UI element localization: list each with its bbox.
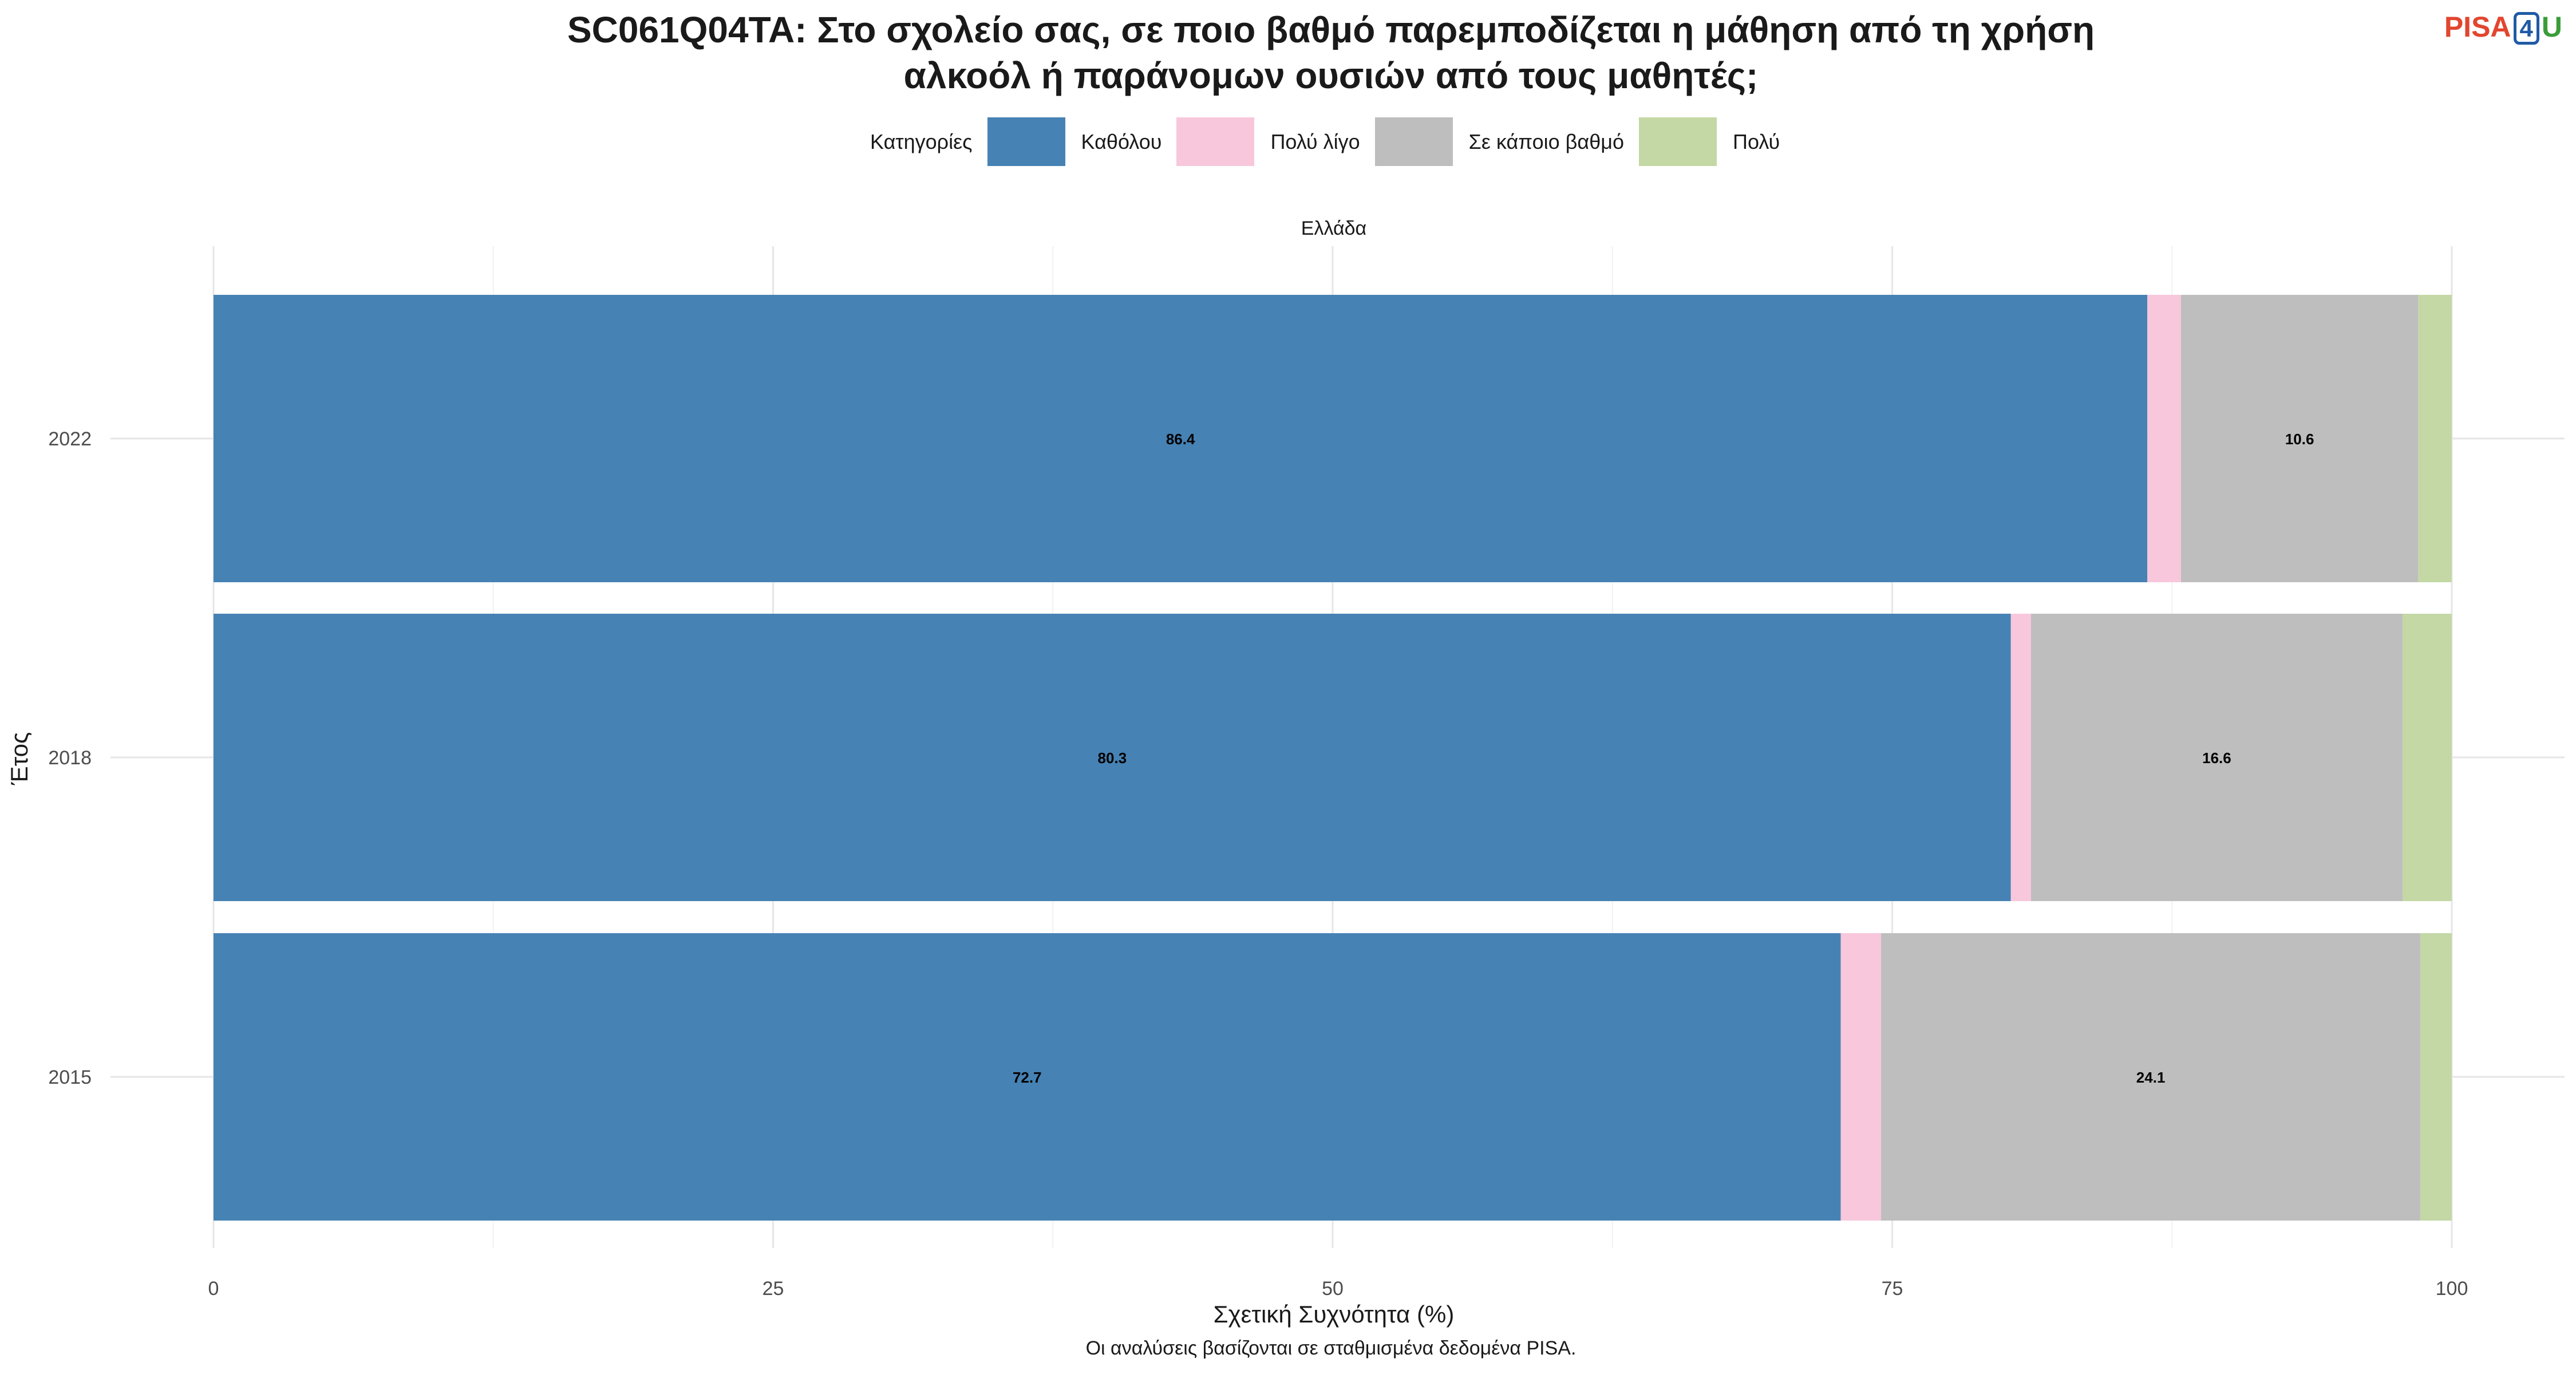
bar-segment-2015-0 [214, 933, 1841, 1221]
y-tick-label: 2015 [48, 1067, 92, 1088]
y-axis-label: Έτος [6, 732, 33, 786]
data-label: 24.1 [2136, 1069, 2166, 1086]
x-tick-label: 25 [762, 1278, 784, 1300]
legend-label: Καθόλου [1081, 129, 1162, 153]
x-axis-label: Σχετική Συχνότητα (%) [1214, 1301, 1455, 1328]
legend-swatch [1374, 117, 1453, 166]
bar-segment-2018-1 [2010, 614, 2031, 901]
data-label: 80.3 [1098, 749, 1127, 767]
bar-segment-2022-0 [214, 295, 2148, 582]
bar-segment-2018-0 [214, 614, 2011, 901]
x-tick-label: 50 [1322, 1278, 1344, 1300]
data-label: 16.6 [2202, 749, 2231, 767]
y-tick-label: 2022 [48, 428, 92, 450]
legend-swatch [1638, 117, 1717, 166]
legend-label: Σε κάποιο βαθμό [1468, 129, 1624, 153]
legend-item-poly-ligo: Πολύ λίγο [1176, 117, 1360, 166]
logo-u-text: U [2541, 11, 2562, 43]
legend-title: Κατηγορίες [870, 129, 973, 153]
x-tick-label: 0 [208, 1278, 219, 1300]
data-labels: 86.4 10.6 80.3 16.6 72.7 24.1 [1013, 431, 2314, 1086]
legend-swatch [1176, 117, 1255, 166]
pisa4u-logo: PISA 4 U [2444, 10, 2562, 45]
data-label: 72.7 [1013, 1069, 1042, 1086]
bars [214, 295, 2452, 1221]
legend-label: Πολύ λίγο [1270, 129, 1360, 153]
axes: Ελλάδα Σχετική Συχνότητα (%) Έτος 2022 20… [6, 218, 2468, 1328]
chart-title: SC061Q04TA: Στο σχολείο σας, σε ποιο βαθ… [0, 7, 2576, 98]
bar-segment-2018-3 [2402, 614, 2452, 901]
x-tick-label: 100 [2436, 1278, 2468, 1300]
facet-label: Ελλάδα [1301, 218, 1366, 239]
chart-title-line2: αλκοόλ ή παράνομων ουσιών από τους μαθητ… [903, 55, 1759, 96]
bar-segment-2018-2 [2030, 614, 2403, 901]
bar-segment-2022-1 [2147, 295, 2181, 582]
bar-segment-2015-2 [1880, 933, 2421, 1221]
legend-item-se-kapoio-vathmo: Σε κάποιο βαθμό [1374, 117, 1624, 166]
y-tick-label: 2018 [48, 747, 92, 769]
bar-segment-2015-3 [2420, 933, 2452, 1221]
data-label: 10.6 [2285, 431, 2314, 448]
logo-four-text: 4 [2513, 12, 2539, 45]
bar-segment-2022-3 [2418, 295, 2452, 582]
chart-legend: Κατηγορίες Καθόλου Πολύ λίγο Σε κάποιο β… [870, 117, 1795, 166]
chart-title-line1: SC061Q04TA: Στο σχολείο σας, σε ποιο βαθ… [567, 9, 2095, 50]
x-tick-label: 75 [1882, 1278, 1903, 1300]
legend-item-poly: Πολύ [1638, 117, 1780, 166]
legend-item-kathólou: Καθόλου [987, 117, 1162, 166]
logo-pisa-text: PISA [2444, 11, 2511, 43]
legend-swatch [987, 117, 1065, 166]
bar-segment-2015-1 [1840, 933, 1881, 1221]
bar-segment-2022-2 [2180, 295, 2419, 582]
data-label: 86.4 [1166, 431, 1195, 448]
legend-label: Πολύ [1732, 129, 1780, 153]
footer-note: Οι αναλύσεις βασίζονται σε σταθμισμένα δ… [1085, 1337, 1577, 1359]
